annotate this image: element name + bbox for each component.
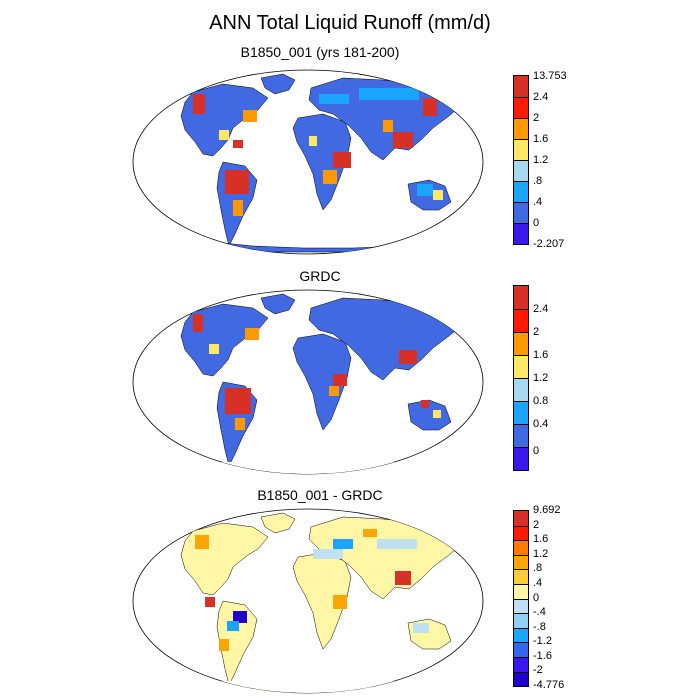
colorbar-swatch: [514, 309, 528, 332]
colorbar-label: 0: [533, 592, 540, 604]
colorbar-obs: [513, 285, 529, 471]
panel-title-model: B1850_001 (yrs 181-200): [240, 44, 400, 60]
colorbar-model: [513, 75, 529, 245]
colorbar-label: 1.2: [533, 548, 549, 560]
colorbar-label: .8: [533, 175, 543, 187]
colorbar-label: -2: [533, 664, 543, 676]
colorbar-swatch: [514, 627, 528, 643]
colorbar-swatch: [514, 76, 528, 97]
colorbar-label: .4: [533, 577, 543, 589]
colorbar-label: 1.2: [533, 154, 549, 166]
colorbar-label: .4: [533, 196, 543, 208]
colorbar-swatch: [514, 656, 528, 672]
colorbar-label: -1.2: [533, 635, 552, 647]
colorbar-swatch: [514, 569, 528, 584]
colorbar-label: 2.4: [533, 303, 549, 315]
figure-title: ANN Total Liquid Runoff (mm/d): [209, 12, 491, 34]
colorbar-label: 1.6: [533, 533, 549, 545]
colorbar-label: 2: [533, 519, 540, 531]
colorbar-swatch: [514, 511, 528, 526]
colorbar-swatch: [514, 118, 528, 139]
colorbar-label: 0.4: [533, 418, 549, 430]
colorbar-label: 2.4: [533, 91, 549, 103]
colorbar-label: 9.692: [533, 504, 561, 516]
map-panel-obs: [132, 289, 484, 475]
colorbar-swatch: [514, 598, 528, 614]
colorbar-swatch: [514, 355, 528, 378]
colorbar-swatch: [514, 378, 528, 401]
map-panel-model: [132, 69, 484, 255]
colorbar-label: -.4: [533, 606, 546, 618]
colorbar-swatch: [514, 642, 528, 657]
colorbar-swatch: [514, 401, 528, 424]
colorbar-label: 0: [533, 445, 540, 457]
colorbar-swatch: [514, 332, 528, 355]
colorbar-label: 1.6: [533, 133, 549, 145]
colorbar-label: 13.753: [533, 70, 567, 82]
colorbar-label: 1.6: [533, 349, 549, 361]
panel-title-obs: GRDC: [299, 268, 341, 284]
colorbar-swatch: [514, 160, 528, 181]
panel-title-diff: B1850_001 - GRDC: [257, 487, 383, 503]
colorbar-diff: [513, 510, 529, 688]
colorbar-swatch: [514, 424, 528, 447]
colorbar-label: .8: [533, 562, 543, 574]
colorbar-swatch: [514, 671, 528, 687]
colorbar-swatch: [514, 97, 528, 118]
colorbar-label: 0: [533, 217, 540, 229]
colorbar-label: -4.776: [533, 679, 565, 691]
colorbar-label: -2.207: [533, 238, 565, 250]
colorbar-swatch: [514, 202, 528, 223]
colorbar-label: 2: [533, 326, 540, 338]
colorbar-swatch: [514, 613, 528, 628]
colorbar-swatch: [514, 583, 528, 599]
colorbar-label: 0.8: [533, 395, 549, 407]
colorbar-swatch: [514, 223, 528, 244]
colorbar-swatch: [514, 525, 528, 541]
colorbar-swatch: [514, 181, 528, 202]
map-panel-diff: [132, 508, 484, 694]
colorbar-label: 1.2: [533, 372, 549, 384]
colorbar-swatch: [514, 139, 528, 160]
colorbar-label: -.8: [533, 621, 546, 633]
colorbar-label: -1.6: [533, 650, 552, 662]
colorbar-swatch: [514, 540, 528, 555]
colorbar-label: 2: [533, 112, 540, 124]
colorbar-swatch: [514, 447, 528, 470]
colorbar-swatch: [514, 286, 528, 309]
colorbar-swatch: [514, 554, 528, 570]
